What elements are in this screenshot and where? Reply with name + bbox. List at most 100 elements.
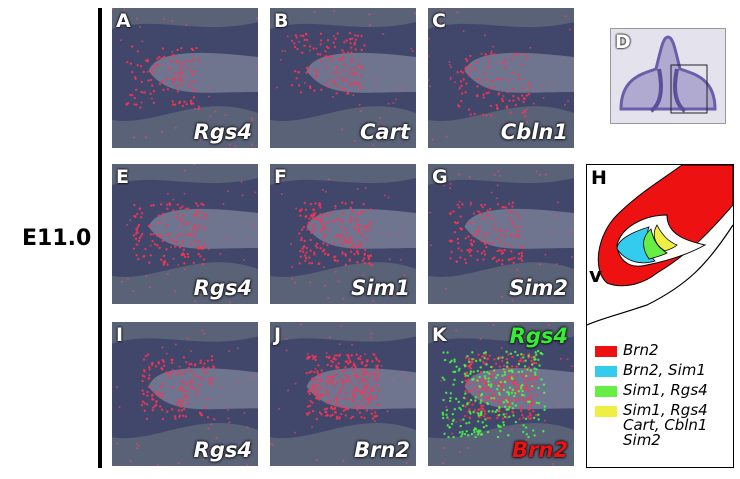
signal-dot [182, 356, 186, 359]
signal-dot [149, 233, 153, 236]
signal-dot [484, 377, 487, 380]
signal-dot [480, 393, 484, 396]
signal-dot [444, 287, 447, 290]
signal-dot [299, 91, 303, 94]
signal-dot [509, 245, 513, 248]
signal-dot [116, 386, 119, 389]
signal-dot [368, 23, 371, 26]
signal-dot [347, 378, 350, 381]
signal-dot [193, 164, 196, 166]
signal-dot [333, 354, 336, 357]
signal-dot [191, 232, 194, 236]
signal-dot [520, 87, 524, 90]
signal-dot [330, 364, 333, 368]
signal-dot [304, 32, 308, 36]
signal-dot [197, 107, 200, 111]
signal-dot [210, 355, 214, 358]
signal-dot [207, 378, 211, 382]
signal-dot [527, 390, 530, 393]
signal-dot [524, 377, 527, 380]
panel: I Rgs4 [112, 322, 258, 466]
signal-dot [538, 364, 541, 367]
signal-dot [338, 417, 341, 420]
section-image [112, 164, 258, 304]
signal-dot [346, 51, 350, 54]
signal-dot [162, 88, 165, 92]
signal-dot [464, 356, 468, 360]
signal-dot [496, 416, 499, 420]
signal-dot [498, 405, 501, 409]
signal-dot [445, 405, 448, 408]
signal-dot [112, 8, 114, 10]
legend-text: Sim1, Rgs4 [623, 381, 708, 399]
signal-dot [174, 75, 177, 78]
signal-dot [507, 258, 510, 261]
signal-dot [492, 324, 495, 327]
signal-dot [180, 62, 184, 66]
signal-dot [330, 211, 333, 214]
signal-dot [459, 215, 462, 218]
signal-dot [364, 353, 367, 356]
signal-dot [359, 355, 362, 358]
signal-dot [246, 463, 249, 466]
signal-dot [524, 359, 527, 362]
signal-dot [334, 397, 337, 400]
signal-dot [520, 254, 524, 258]
signal-dot [506, 390, 509, 394]
signal-dot [346, 92, 349, 95]
signal-dot [353, 406, 356, 410]
signal-dot [156, 463, 159, 466]
signal-dot [156, 391, 159, 394]
signal-dot [468, 382, 471, 386]
signal-dot [511, 388, 515, 391]
signal-dot [551, 463, 554, 466]
signal-dot [488, 417, 492, 420]
signal-dot [510, 250, 513, 253]
signal-dot [190, 385, 193, 389]
signal-dot [202, 368, 205, 372]
signal-dot [495, 197, 498, 200]
signal-dot [363, 395, 366, 398]
signal-dot [162, 360, 165, 363]
signal-dot [500, 233, 503, 236]
signal-dot [181, 83, 184, 86]
signal-dot [305, 38, 309, 42]
signal-dot [369, 208, 372, 211]
panel-letter: K [432, 324, 447, 346]
signal-dot [207, 366, 210, 370]
signal-dot [162, 55, 166, 59]
signal-dot [331, 382, 335, 385]
signal-dot [493, 53, 496, 56]
signal-dot [371, 360, 374, 363]
signal-dot [349, 68, 353, 71]
signal-dot [376, 368, 379, 371]
signal-dot [501, 99, 504, 103]
signal-dot [453, 358, 456, 361]
signal-dot [311, 425, 314, 428]
signal-dot [529, 46, 532, 49]
signal-dot [341, 55, 345, 59]
signal-dot [349, 42, 352, 45]
signal-dot [506, 361, 509, 364]
signal-dot [458, 406, 461, 410]
signal-dot [485, 363, 488, 366]
signal-dot [323, 215, 326, 218]
signal-dot [497, 425, 501, 428]
signal-dot [485, 245, 488, 249]
signal-dot [558, 330, 561, 333]
signal-dot [512, 99, 515, 102]
signal-dot [334, 37, 337, 41]
signal-dot [517, 235, 520, 238]
signal-dot [313, 69, 317, 72]
signal-dot [207, 427, 210, 430]
gene-label: Rgs4 [509, 324, 568, 348]
signal-dot [354, 71, 357, 75]
legend-text: Cart, Cbln1 [623, 416, 708, 434]
signal-dot [307, 221, 311, 225]
signal-dot [512, 399, 515, 402]
signal-dot [141, 212, 144, 215]
signal-dot [182, 407, 186, 411]
signal-dot [116, 26, 119, 29]
signal-dot [387, 102, 390, 105]
signal-dot [371, 417, 375, 420]
